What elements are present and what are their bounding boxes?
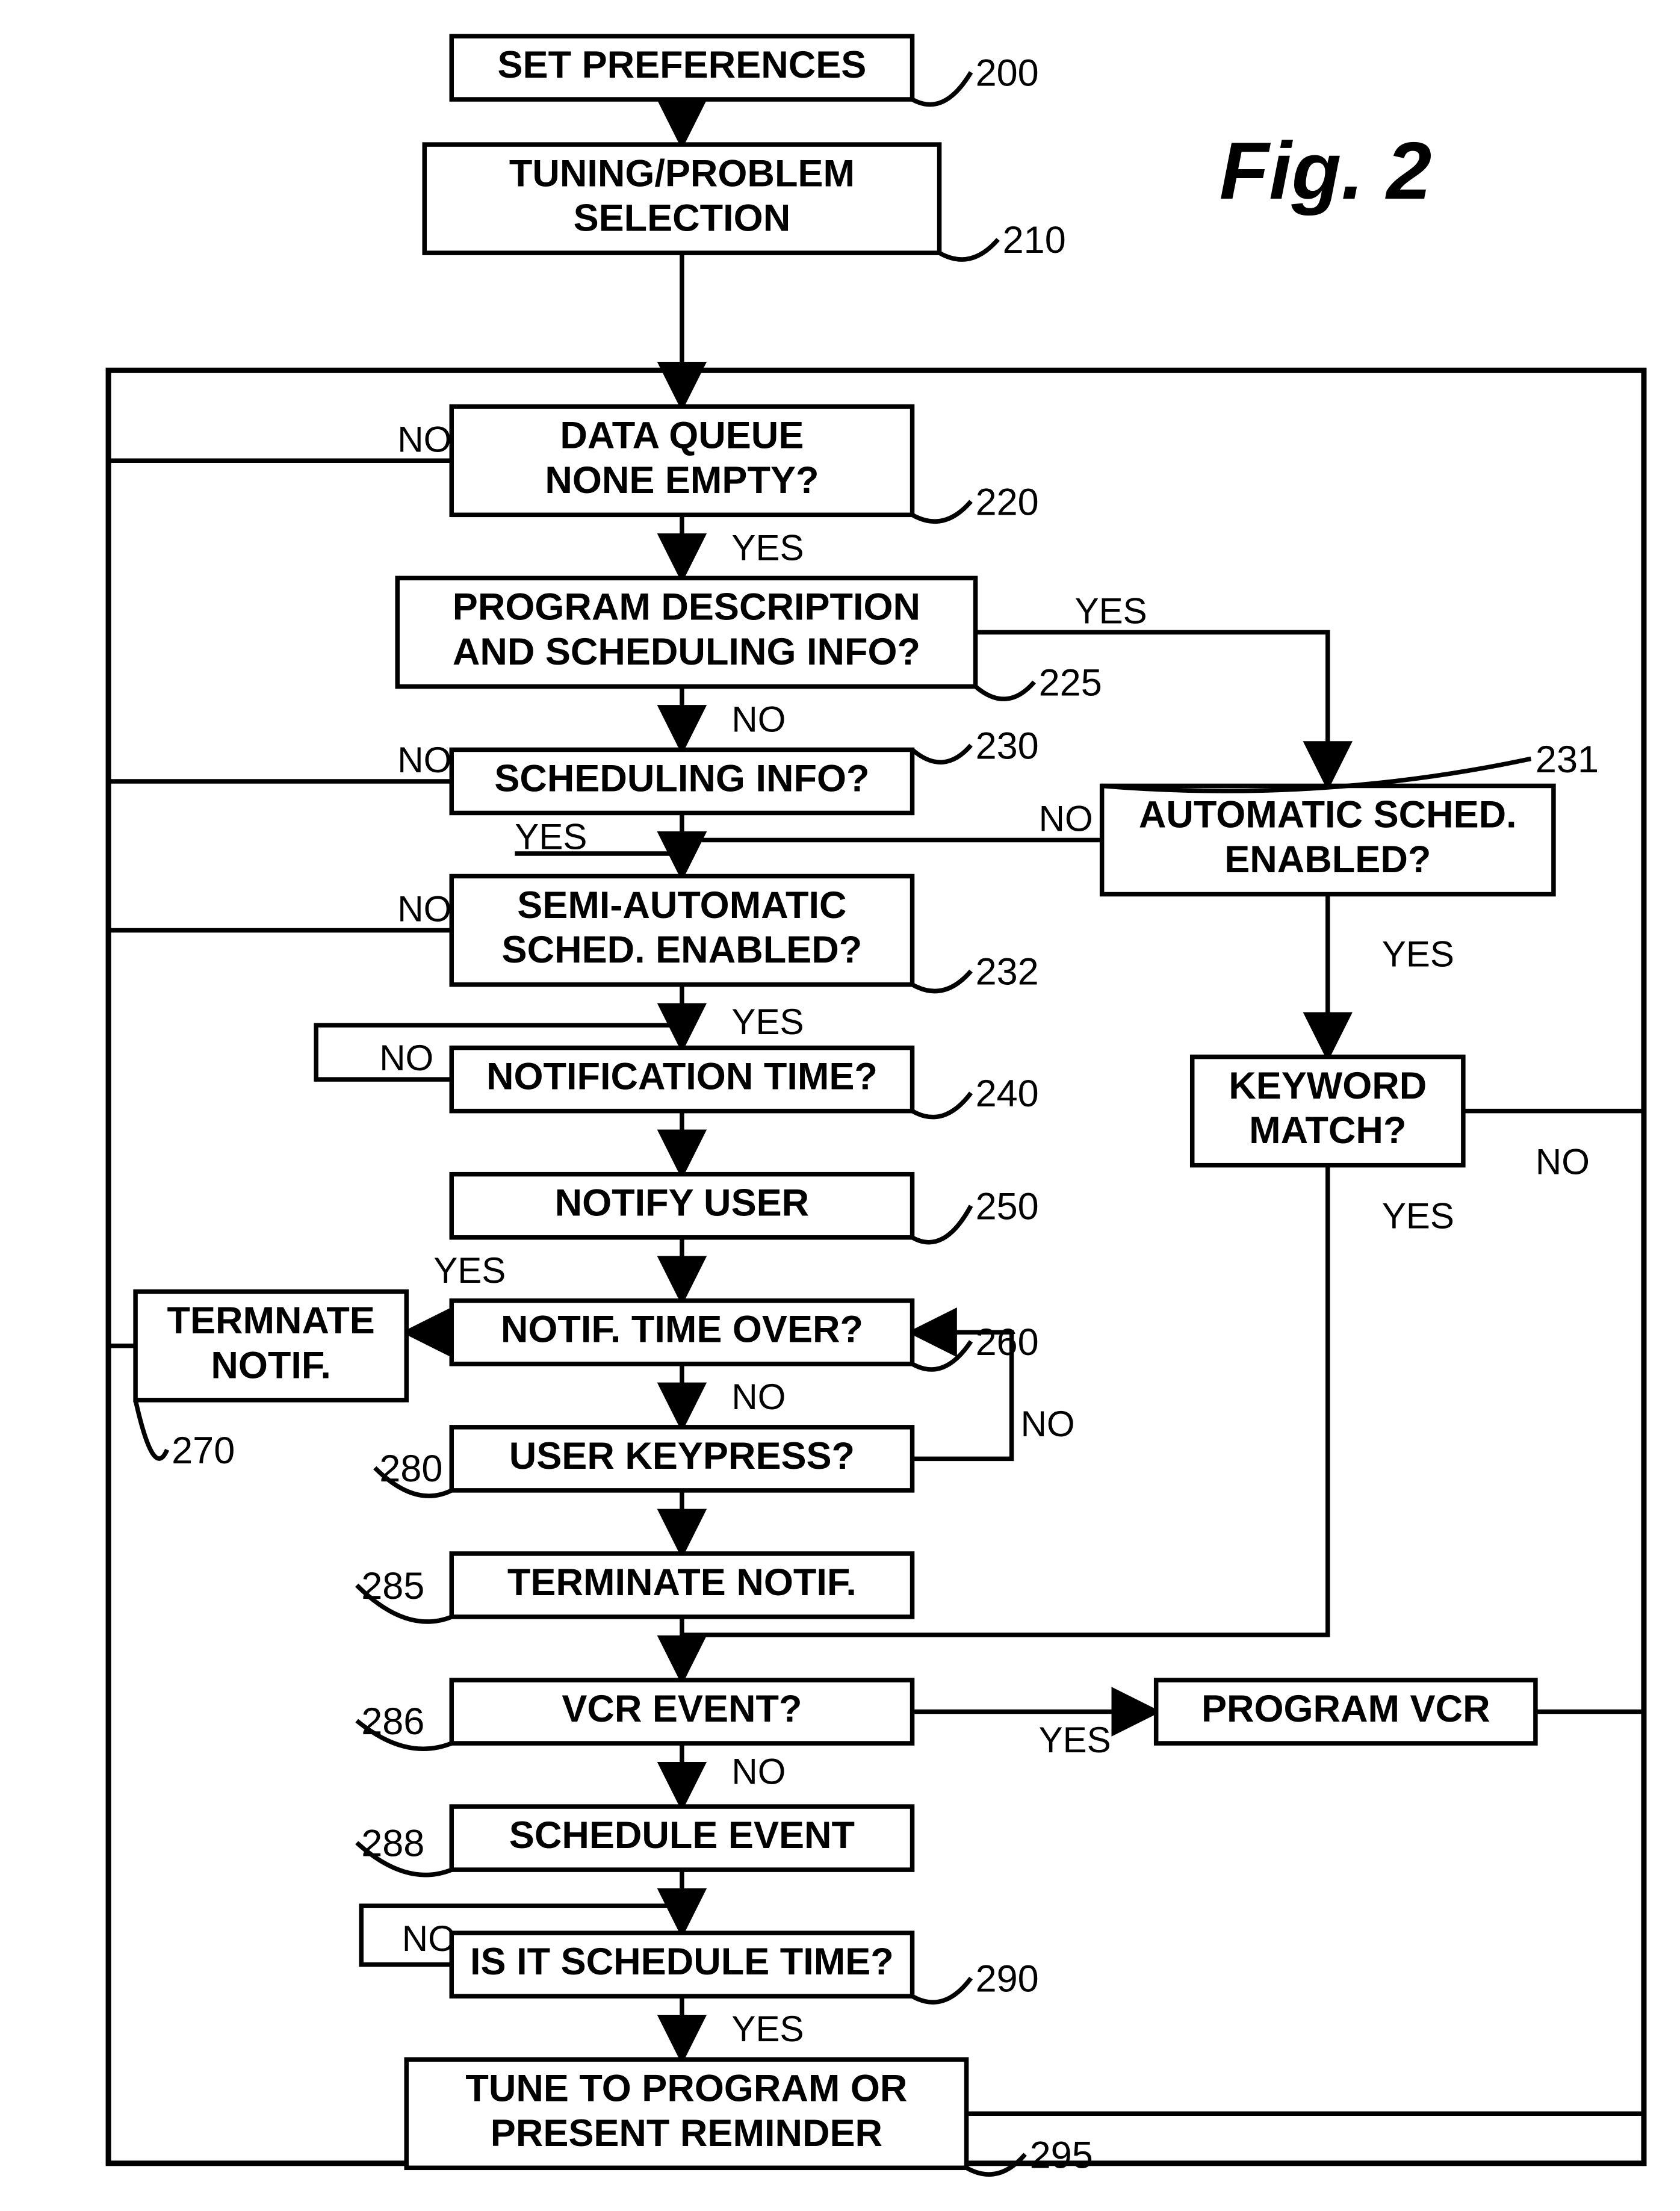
node-n240: NOTIFICATION TIME? 240 [451,1048,1038,1117]
ref-number: 270 [172,1430,235,1472]
node-text: PROGRAM VCR [1201,1688,1490,1730]
edge-label: YES [1382,934,1454,975]
node-text: NOTIF. [211,1344,331,1386]
edge-label: NO [402,1918,456,1959]
ref-leader [913,501,972,521]
ref-number: 288 [361,1823,424,1865]
ref-number: 285 [361,1565,424,1607]
ref-leader [913,72,972,105]
edge-label: NO [1021,1404,1075,1444]
node-text: NOTIFICATION TIME? [486,1056,878,1098]
node-text: KEYWORD [1229,1065,1427,1107]
node-n287: PROGRAM VCR [1156,1680,1536,1743]
ref-leader [913,1978,972,2002]
ref-leader [913,1341,972,1369]
node-n231: AUTOMATIC SCHED.ENABLED? 231 [1102,739,1599,895]
node-n232: SEMI-AUTOMATICSCHED. ENABLED? 232 [451,876,1038,993]
edge-label: NO [397,889,451,929]
ref-leader [913,745,972,762]
node-n295: TUNE TO PROGRAM ORPRESENT REMINDER 295 [406,2059,1093,2176]
edge-label: NO [731,1752,786,1792]
edge-label: NO [1039,798,1093,839]
node-text: DATA QUEUE [560,414,804,456]
ref-number: 220 [976,481,1039,523]
ref-leader [940,240,999,259]
edge-label: NO [731,699,786,739]
node-text: VCR EVENT? [562,1688,802,1730]
figure-caption: Fig. 2 [1220,125,1432,216]
node-n280: USER KEYPRESS? 280 [375,1427,913,1496]
node-text: NOTIFY USER [555,1182,809,1224]
ref-number: 286 [361,1701,424,1743]
ref-leader [976,682,1035,699]
ref-leader [913,1206,972,1242]
node-text: TERMNATE [167,1300,374,1342]
node-text: MATCH? [1249,1109,1406,1152]
ref-number: 230 [976,725,1039,767]
ref-leader [913,1093,972,1117]
node-text: SCHEDULE EVENT [509,1814,855,1856]
node-text: USER KEYPRESS? [509,1435,855,1477]
node-text: SCHED. ENABLED? [502,929,863,971]
node-n225: PROGRAM DESCRIPTIONAND SCHEDULING INFO? 2… [397,578,1102,704]
ref-number: 200 [976,52,1039,95]
node-text: SEMI-AUTOMATIC [517,884,846,926]
edge-label: YES [1075,591,1147,631]
ref-number: 231 [1536,739,1599,781]
edge-label: NO [397,419,451,459]
node-n220: DATA QUEUENONE EMPTY? 220 [451,406,1038,523]
node-n288: SCHEDULE EVENT 288 [357,1806,913,1875]
ref-leader [913,971,972,991]
node-n250: NOTIFY USER 250 [451,1174,1038,1242]
node-text: AUTOMATIC SCHED. [1139,794,1517,836]
ref-number: 260 [976,1321,1039,1363]
edge-label: YES [515,817,587,857]
edge [682,840,1102,876]
node-text: SELECTION [574,197,791,240]
ref-number: 232 [976,951,1039,993]
edge-label: YES [1382,1196,1454,1236]
node-n270: TERMNATENOTIF. 270 [135,1292,406,1472]
edge-label: YES [731,2009,804,2049]
node-n210: TUNING/PROBLEMSELECTION 210 [424,144,1065,261]
node-text: SCHEDULING INFO? [494,757,869,799]
ref-number: 290 [976,1958,1039,2000]
node-n286: VCR EVENT? 286 [357,1680,913,1749]
node-text: AND SCHEDULING INFO? [453,631,920,673]
node-n241: KEYWORDMATCH? [1192,1057,1463,1165]
ref-number: 250 [976,1186,1039,1228]
node-n260: NOTIF. TIME OVER? 260 [451,1301,1038,1369]
edge-label: YES [731,527,804,568]
edge-label: NO [1536,1142,1590,1182]
edge-label: YES [731,1002,804,1042]
node-n200: SET PREFERENCES 200 [451,36,1038,105]
node-text: ENABLED? [1224,839,1431,881]
node-text: TUNE TO PROGRAM OR [465,2067,907,2109]
node-text: NOTIF. TIME OVER? [501,1309,863,1351]
ref-number: 210 [1003,219,1066,261]
ref-number: 225 [1039,662,1102,704]
ref-leader [135,1400,167,1459]
node-text: TERMINATE NOTIF. [507,1561,857,1604]
node-text: NONE EMPTY? [545,459,819,501]
edge-label: YES [1039,1720,1111,1760]
edge-label: NO [731,1377,786,1417]
node-text: PROGRAM DESCRIPTION [453,586,920,628]
edge [108,370,682,406]
edge-label: NO [397,740,451,780]
ref-number: 280 [379,1448,442,1490]
diagram-root: NO YES YES NO NO NO YES YES NO YES NO NO YES YES NO NO Y… [0,0,1680,2211]
edge-label: NO [379,1038,433,1078]
edge-label: YES [433,1250,506,1291]
node-text: PRESENT REMINDER [491,2112,882,2154]
node-n285: TERMINATE NOTIF. 285 [357,1554,913,1622]
node-text: SET PREFERENCES [498,44,867,86]
node-text: TUNING/PROBLEM [509,152,855,194]
node-n290: IS IT SCHEDULE TIME? 290 [451,1933,1038,2002]
node-text: IS IT SCHEDULE TIME? [470,1941,894,1983]
ref-number: 295 [1030,2134,1093,2176]
ref-number: 240 [976,1073,1039,1115]
